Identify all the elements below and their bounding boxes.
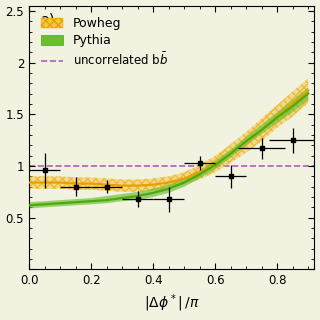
X-axis label: $|\Delta\phi^*|\,/\pi$: $|\Delta\phi^*|\,/\pi$ [144, 293, 200, 315]
Legend: Powheg, Pythia, uncorrelated b$\bar{b}$: Powheg, Pythia, uncorrelated b$\bar{b}$ [38, 15, 171, 71]
Text: a): a) [40, 12, 55, 27]
